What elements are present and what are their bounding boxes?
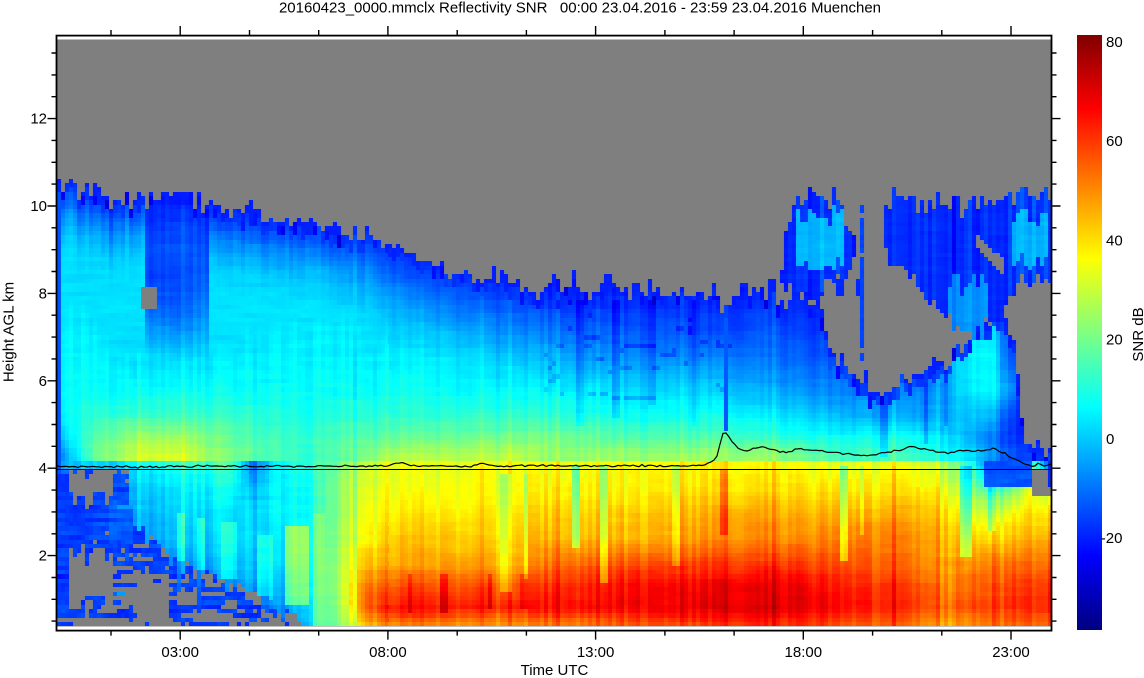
svg-text:0: 0 bbox=[1106, 431, 1114, 448]
svg-text:20160423_0000.mmclx Reflectivi: 20160423_0000.mmclx Reflectivity SNR 00:… bbox=[279, 0, 881, 17]
svg-text:Time UTC: Time UTC bbox=[521, 662, 589, 678]
svg-text:23:00: 23:00 bbox=[992, 644, 1030, 661]
svg-text:6: 6 bbox=[39, 373, 47, 390]
svg-text:08:00: 08:00 bbox=[369, 644, 407, 661]
svg-text:8: 8 bbox=[39, 285, 47, 302]
svg-text:60: 60 bbox=[1106, 133, 1123, 150]
svg-text:SNR dB: SNR dB bbox=[1130, 307, 1144, 361]
svg-text:12: 12 bbox=[30, 111, 47, 128]
svg-text:-20: -20 bbox=[1101, 530, 1123, 547]
svg-text:18:00: 18:00 bbox=[785, 644, 823, 661]
svg-text:03:00: 03:00 bbox=[161, 644, 199, 661]
svg-text:4: 4 bbox=[39, 460, 47, 477]
svg-text:20: 20 bbox=[1106, 332, 1123, 349]
svg-text:13:00: 13:00 bbox=[577, 644, 615, 661]
svg-text:Height AGL km: Height AGL km bbox=[1, 282, 18, 382]
svg-text:10: 10 bbox=[30, 198, 47, 215]
svg-text:80: 80 bbox=[1106, 34, 1123, 51]
svg-text:2: 2 bbox=[39, 548, 47, 565]
svg-text:40: 40 bbox=[1106, 232, 1123, 249]
